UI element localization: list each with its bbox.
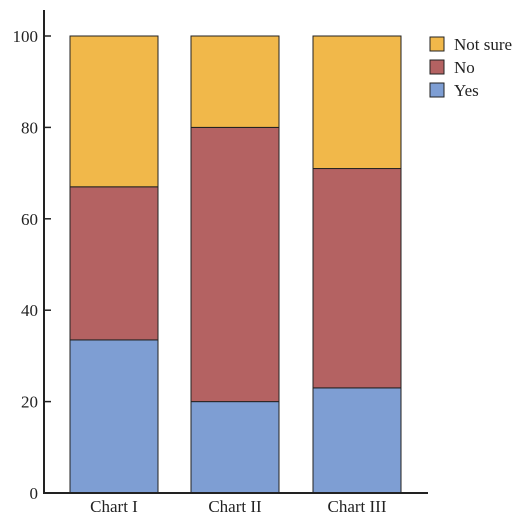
x-tick-label: Chart II xyxy=(208,497,262,516)
x-tick-label: Chart III xyxy=(327,497,386,516)
legend-label: Not sure xyxy=(454,35,512,54)
y-tick-label: 20 xyxy=(21,393,38,412)
legend-swatch-not-sure xyxy=(429,36,445,52)
bar-segment-not-sure-1 xyxy=(69,35,159,188)
legend-swatch-no xyxy=(429,59,445,75)
legend-swatch-yes xyxy=(429,82,445,98)
legend: Not sure No Yes xyxy=(429,35,512,100)
bar-segment-no-3 xyxy=(312,168,402,389)
bar-segment-yes-3 xyxy=(312,387,402,494)
bar-segment-yes-1 xyxy=(69,339,159,494)
y-axis-ticks: 0 20 40 60 80 100 xyxy=(13,27,51,503)
x-axis-labels: Chart I Chart II Chart III xyxy=(90,497,387,516)
bar-segment-not-sure-2 xyxy=(190,35,280,128)
y-tick-label: 40 xyxy=(21,301,38,320)
plot-area xyxy=(69,35,402,494)
y-tick-label: 60 xyxy=(21,210,38,229)
legend-label: No xyxy=(454,58,475,77)
y-tick-label: 100 xyxy=(13,27,39,46)
bar-segment-yes-2 xyxy=(190,401,280,494)
y-tick-label: 0 xyxy=(30,484,39,503)
y-tick-label: 80 xyxy=(21,118,38,137)
bar-segment-no-1 xyxy=(69,186,159,341)
x-tick-label: Chart I xyxy=(90,497,138,516)
legend-label: Yes xyxy=(454,81,479,100)
bar-segment-no-2 xyxy=(190,126,280,403)
bar-segment-not-sure-3 xyxy=(312,35,402,170)
